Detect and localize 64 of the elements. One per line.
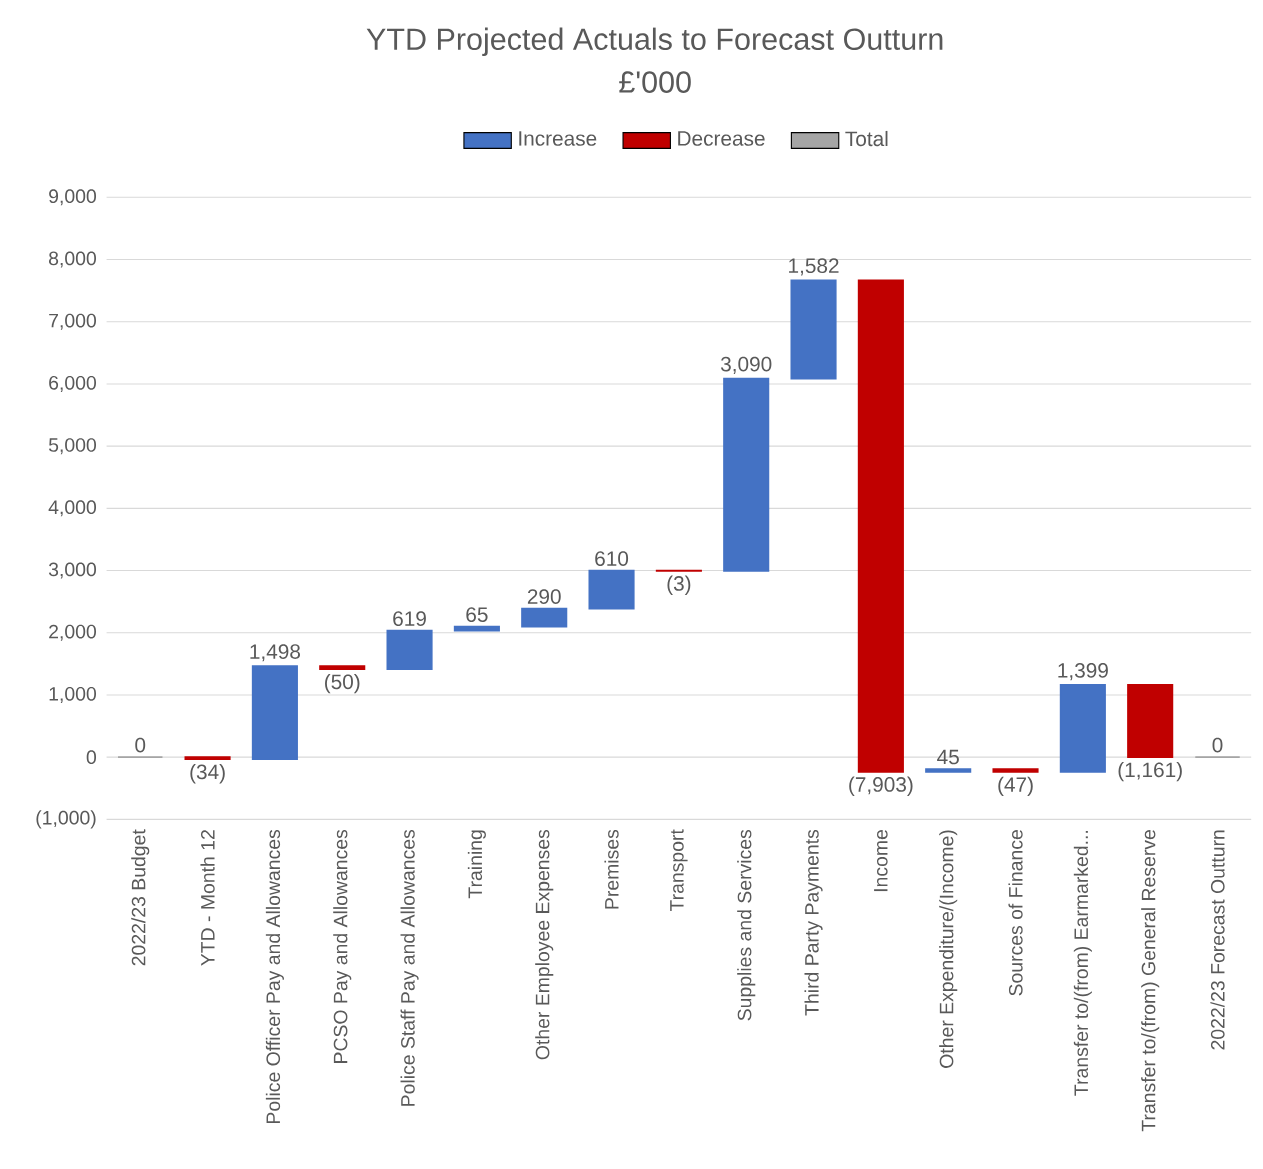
bar [453,625,500,632]
data-label: 610 [595,551,629,566]
data-label: (7,903) [849,776,913,796]
bar [319,665,366,671]
x-tick-label: PCSO Pay and Allowances [333,829,352,1063]
x-tick-label: Third Party Payments [804,829,823,1016]
legend-label: Decrease [678,131,765,146]
bar [1059,684,1106,773]
x-tick-label: Sources of Finance [1008,830,1023,996]
data-label: (3) [667,575,691,595]
data-label: 619 [393,611,426,626]
x-tick-label: 2022/23 Forecast Outturn [1210,830,1225,1050]
bar [992,768,1039,773]
chart-subtitle: £'000 [619,71,691,93]
y-tick-label: 5,000 [48,438,97,455]
y-tick-label: 8,000 [49,251,97,268]
x-tick-label: Other Expenditure/(Income) [939,830,958,1068]
y-tick-label: (1,000) [36,810,96,829]
data-label: 3,090 [720,356,772,374]
bar [184,756,231,761]
bar [588,569,635,610]
bar [386,629,433,671]
y-tick-label: 2,000 [49,624,97,641]
data-label: 45 [937,749,959,765]
data-label: 0 [1212,737,1223,753]
x-tick-label: Transfer to/(from) General Reserve [1141,830,1160,1132]
bar [790,279,837,380]
data-label: (50) [325,673,360,694]
y-tick-label: 3,000 [48,562,97,579]
data-label: 1,399 [1058,663,1108,681]
x-tick-label: Police Staff Pay and Allowances [400,829,419,1106]
x-tick-label: Supplies and Services [737,829,756,1021]
x-tick-label: Training [467,830,486,899]
data-label: 0 [135,737,146,753]
data-label: (1,161) [1118,761,1182,782]
bar [251,665,298,761]
y-tick-label: 0 [86,750,97,764]
bar [1127,684,1174,758]
x-tick-label: YTD - Month 12 [200,830,215,966]
bar [723,377,770,572]
bar [521,607,568,628]
y-tick-label: 4,000 [48,500,97,517]
chart-title: YTD Projected Actuals to Forecast Outturn [366,27,943,56]
x-tick-label: Premises [604,829,619,909]
y-tick-label: 6,000 [49,375,97,392]
x-tick-label: Income [874,830,888,892]
data-label: (47) [998,776,1033,797]
y-tick-label: 9,000 [49,189,97,206]
legend-label: Total [845,130,888,147]
bar [857,279,904,773]
x-tick-label: Transfer to/(from) Earmarked... [1073,830,1092,1096]
bar [925,768,972,773]
data-label: (34) [190,763,225,784]
x-tick-label: Transport [670,829,688,912]
data-label: 1,582 [789,258,839,276]
x-tick-label: 2022/23 Budget [131,829,150,966]
y-tick-label: 1,000 [49,686,97,703]
data-label: 1,498 [250,644,301,662]
legend-label: Increase [519,131,597,146]
x-tick-label: Other Employee Expenses [535,829,554,1060]
y-tick-label: 7,000 [49,313,97,330]
data-label: 65 [466,607,488,622]
data-label: 290 [527,589,561,604]
x-tick-label: Police Officer Pay and Allowances [265,829,284,1123]
